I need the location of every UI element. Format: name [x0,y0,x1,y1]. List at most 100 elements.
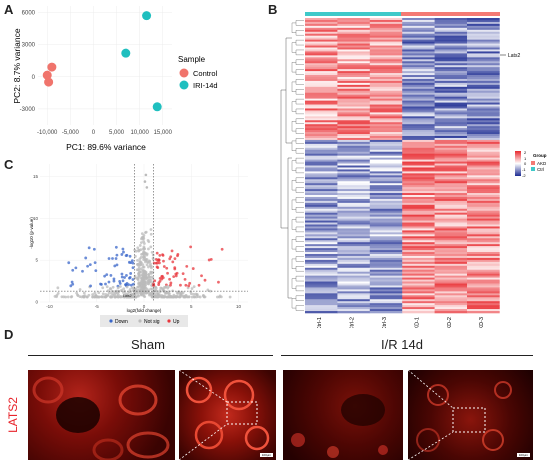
volcano-point [176,252,180,256]
volcano-point [147,273,150,277]
pca-point-1-1 [121,48,131,58]
volcano-legend-notsig-marker [138,319,142,323]
volcano-point [139,255,143,259]
volcano-point [166,271,169,275]
group-label-ir14d: I/R 14d [381,337,423,352]
volcano-point [91,293,95,296]
volcano-point [148,280,152,284]
volcano-chart: -10 -5 0 5 10 15 10 5 0 log2(fold change) -log1… [29,164,248,327]
volcano-point [114,245,118,249]
volcano-point [189,245,193,249]
volcano-point [171,295,175,299]
volcano-point [217,280,220,284]
volcano-point [167,292,171,296]
volcano-point [157,281,161,285]
volcano-point [142,284,146,288]
volcano-point [131,261,135,265]
volcano-point [138,244,142,247]
volcano-point [145,186,149,189]
volcano-point [147,247,150,251]
pca-legend-iri-marker [179,80,189,90]
pca-legend-control-marker [179,68,189,78]
volcano-point [146,238,150,242]
volcano-point [177,291,181,294]
volcano-point [152,282,155,286]
volcano-point [115,263,119,267]
volcano-point [120,275,124,279]
volcano-point [55,295,58,299]
heatmap-row-dendrogram [280,20,304,311]
volcano-point [113,264,117,268]
volcano-point [129,283,133,287]
volcano-point [124,254,128,258]
volcano-point [144,274,148,278]
volcano-point [135,290,138,293]
volcano-point [158,276,162,280]
volcano-point [185,264,189,268]
volcano-point [94,269,98,273]
volcano-point [130,292,134,296]
volcano-point [144,231,147,235]
heatmap-group-legend-title: Group [533,153,547,158]
volcano-legend-down-marker [109,319,113,323]
volcano-legend-up: Up [173,319,180,325]
volcano-point [87,246,91,250]
heatmap-col-label: AKD-1 [414,317,420,328]
volcano-point [184,293,188,297]
volcano-point [67,261,71,265]
volcano-point [107,280,111,284]
volcano-point [131,266,135,270]
volcano-point [143,180,147,183]
colorbar-tick-neg1: -1 [522,167,526,172]
volcano-point [162,259,165,263]
volcano-x-tick: -10 [46,304,53,309]
volcano-point [149,293,152,296]
volcano-legend-down: Down [115,319,128,325]
volcano-point [148,264,152,268]
volcano-point [191,267,195,270]
volcano-point [139,241,143,245]
volcano-point [82,291,86,295]
volcano-point [92,247,96,251]
volcano-point [120,253,124,256]
group-underline-ir14d [281,355,533,356]
volcano-point [174,274,178,278]
pca-legend-title: Sample [178,55,206,64]
zoom-box-sham [226,401,258,425]
volcano-point [220,247,224,251]
volcano-point [144,173,148,177]
volcano-point [93,291,97,295]
volcano-point [69,284,73,288]
volcano-point [202,295,206,298]
volcano-point [190,287,194,290]
volcano-point [145,287,149,291]
volcano-point [132,282,135,286]
volcano-point [125,274,128,277]
volcano-point [196,295,200,299]
volcano-point [116,286,120,290]
pca-point-1-2 [152,102,162,112]
volcano-point [70,295,74,298]
volcano-point [149,245,153,249]
volcano-point [149,228,153,231]
volcano-point [122,295,126,299]
volcano-point [75,291,79,295]
volcano-point [109,295,113,299]
volcano-point [170,249,174,253]
volcano-point [137,272,140,276]
volcano-point [143,247,147,251]
volcano-point [141,268,145,272]
volcano-point [71,282,75,286]
volcano-point [216,295,219,299]
volcano-lats2-annotation: Lats2 [123,294,132,298]
volcano-point [81,269,84,273]
volcano-point [169,283,172,287]
heatmap-col-label: AKD-3 [479,317,485,328]
volcano-point [157,258,161,262]
volcano-point [106,289,110,293]
volcano-point [173,257,177,261]
volcano-point [189,292,193,296]
volcano-point [124,283,127,287]
volcano-point [80,295,84,299]
volcano-point [154,294,157,298]
